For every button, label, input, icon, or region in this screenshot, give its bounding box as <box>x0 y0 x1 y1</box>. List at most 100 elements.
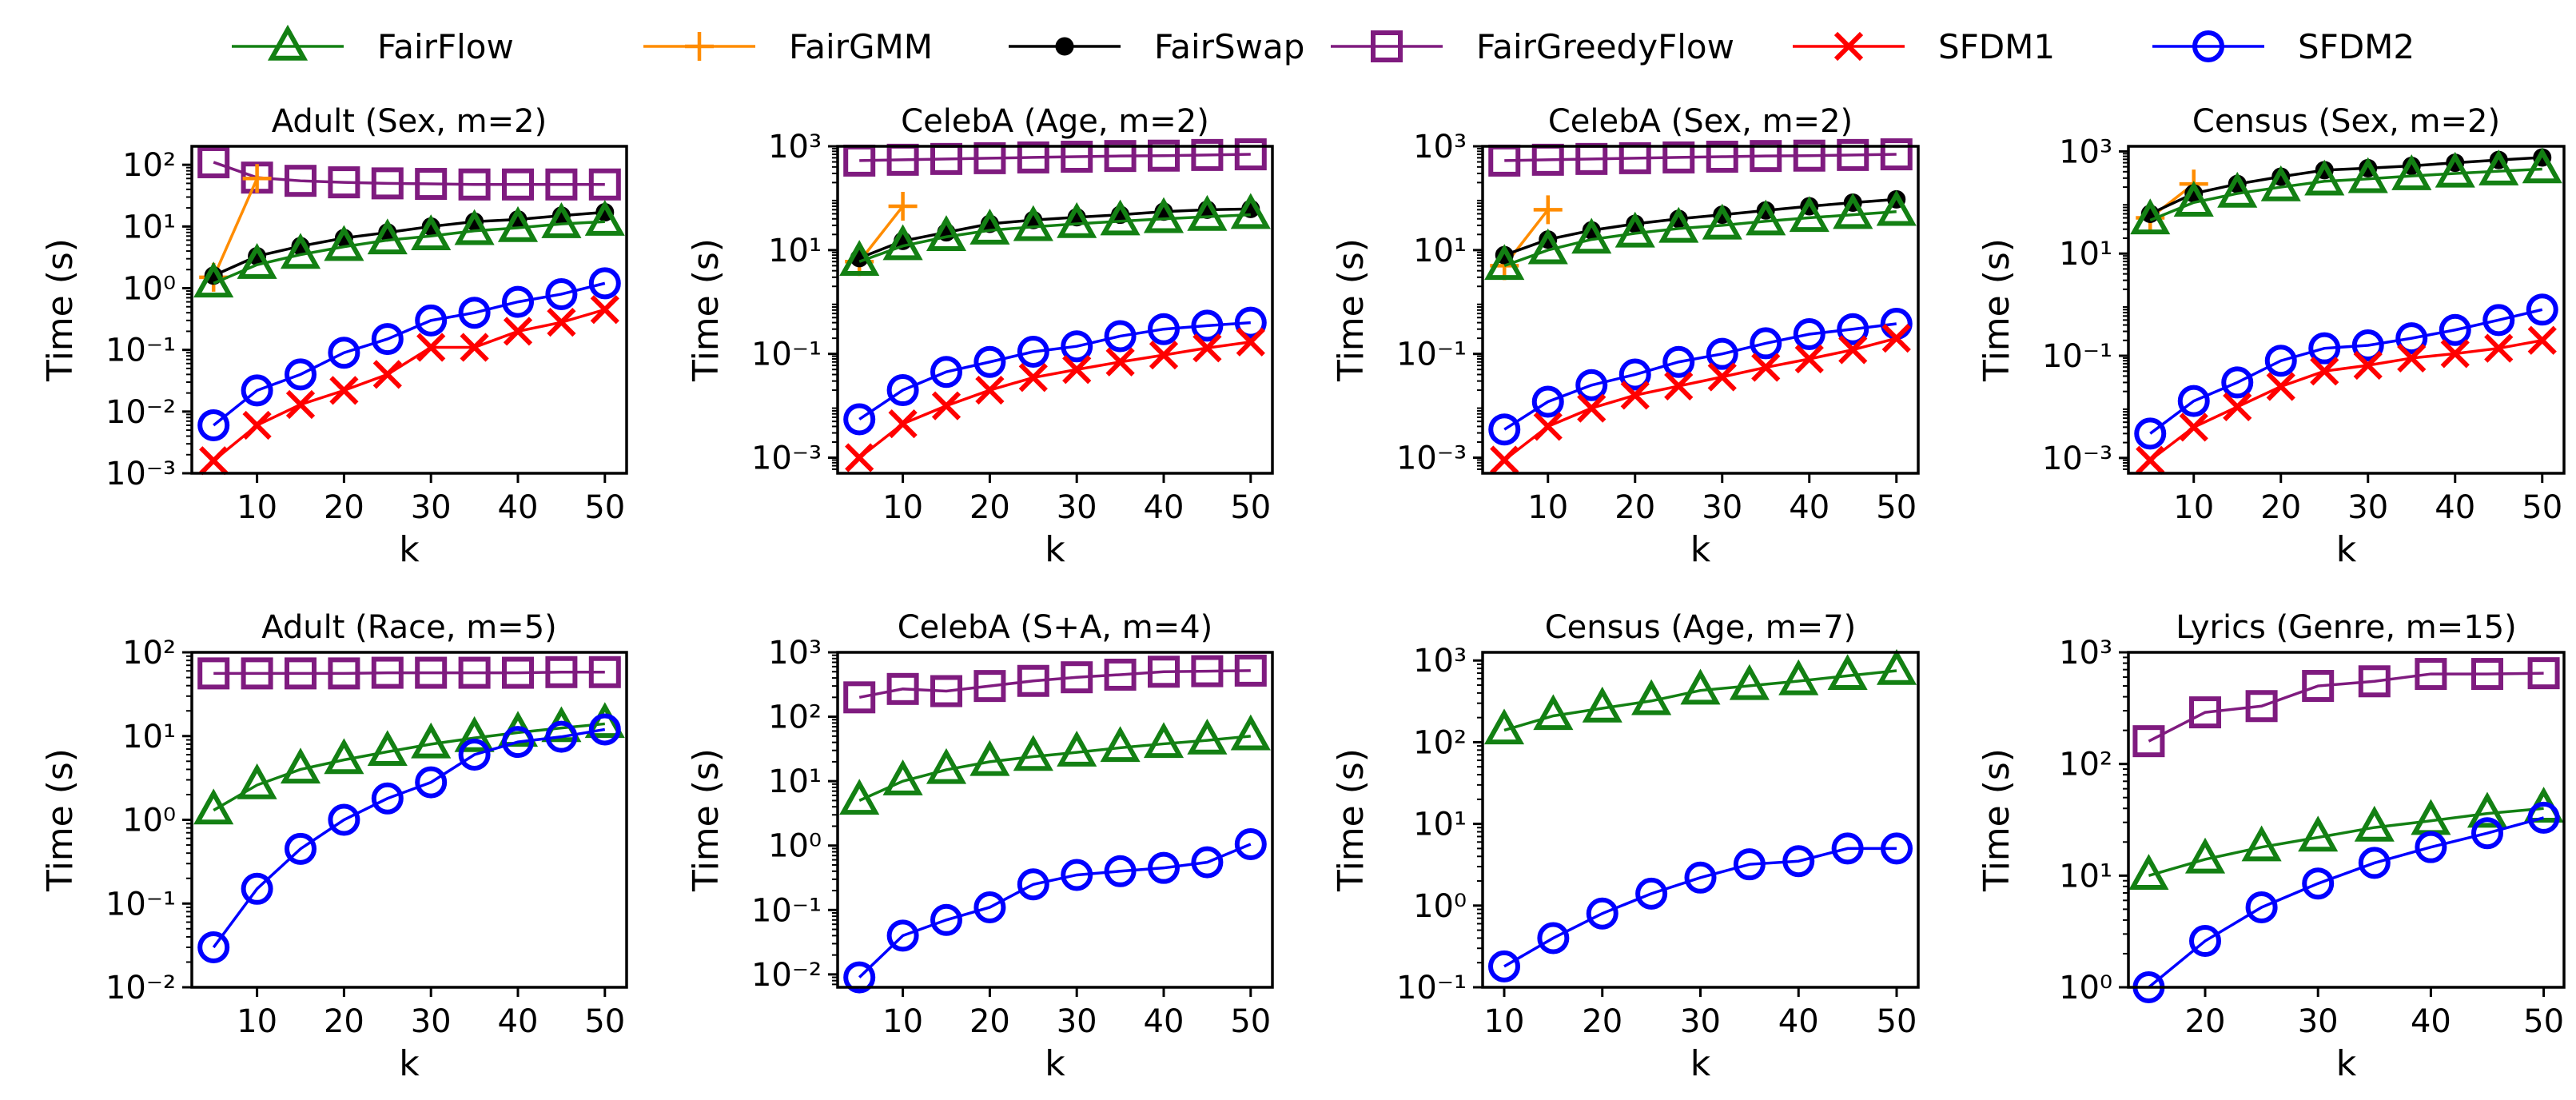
series-fairgreedyflow <box>197 145 621 201</box>
data-point-fairflow <box>280 747 321 784</box>
plot-area <box>1483 648 1917 982</box>
y-tick-label: 10¹ <box>768 763 822 800</box>
y-tick-label: 10² <box>2059 747 2112 783</box>
data-point-sfdm2 <box>2134 417 2167 450</box>
data-point-sfdm1 <box>2266 372 2295 401</box>
data-point-fairgreedyflow <box>285 165 317 197</box>
data-point-fairgmm <box>888 191 918 221</box>
data-point-fairgreedyflow <box>1061 141 1093 173</box>
data-point-fairflow <box>2217 171 2258 208</box>
data-point-sfdm2 <box>1706 337 1738 370</box>
chart-census-age-m-7: Census (Age, m=7) 10 20 30 40 50 k 10⁻¹ 10⁰ 10¹ 10… <box>1331 609 1920 1084</box>
data-point-fairgreedyflow <box>241 657 273 690</box>
legend: FairFlow FairGMM FairSwap FairGreedyFlow SFD… <box>232 24 2415 66</box>
data-point-sfdm2 <box>502 285 534 318</box>
series-sfdm1 <box>2136 325 2557 475</box>
data-point-sfdm1 <box>845 443 874 472</box>
x-tick-label: 20 <box>969 489 1010 526</box>
axes-frame <box>190 145 628 475</box>
data-point-sfdm1 <box>2527 325 2557 355</box>
chart-adult-sex-m-2: Adult (Sex, m=2) 10 20 30 40 50 k 10⁻³ 10⁻² 10⁻¹ 1… <box>40 103 628 570</box>
series-line <box>2149 167 2542 222</box>
legend-label: FairGMM <box>789 27 933 66</box>
data-point-sfdm2 <box>2351 329 2384 361</box>
y-tick-label: 10⁰ <box>122 803 176 839</box>
data-point-sfdm2 <box>1733 848 1766 881</box>
axes-frame <box>836 651 1274 989</box>
data-point-sfdm2 <box>371 323 404 356</box>
data-point-sfdm2 <box>197 409 230 441</box>
data-point-sfdm2 <box>1148 851 1180 884</box>
data-point-fairflow <box>1100 726 1141 763</box>
x-tick-label: 40 <box>498 1003 539 1040</box>
series-fairflow <box>839 193 1271 276</box>
series-sfdm1 <box>845 327 1265 472</box>
data-point-fairflow <box>1582 686 1622 723</box>
data-point-sfdm2 <box>886 374 919 407</box>
data-point-fairflow <box>2128 854 2169 891</box>
data-point-sfdm1 <box>1577 393 1607 423</box>
data-point-sfdm2 <box>1061 330 1093 363</box>
series-line <box>212 727 606 949</box>
data-point-sfdm1 <box>1018 363 1048 393</box>
data-point-fairflow <box>541 201 582 238</box>
data-point-fairgreedyflow <box>502 656 534 689</box>
data-point-fairgreedyflow <box>1191 655 1224 688</box>
data-point-sfdm1 <box>1149 341 1179 370</box>
series-line <box>1503 197 1897 257</box>
chart-title: Adult (Race, m=5) <box>261 609 557 646</box>
x-tick-label: 40 <box>1144 1003 1184 1040</box>
data-point-sfdm1 <box>1707 362 1737 392</box>
y-tick-label: 10³ <box>2059 635 2112 672</box>
data-point-sfdm2 <box>1234 306 1267 339</box>
data-point-sfdm1 <box>285 389 316 420</box>
data-point-fairgreedyflow <box>545 656 578 688</box>
data-point-sfdm1 <box>1490 445 1519 475</box>
series-fairflow <box>2130 147 2562 235</box>
data-point-sfdm2 <box>2482 304 2515 337</box>
series-line <box>858 213 1251 263</box>
data-point-sfdm2 <box>1104 320 1137 353</box>
data-point-sfdm1 <box>2397 343 2427 373</box>
x-tick-label: 40 <box>498 489 539 526</box>
data-point-fairflow <box>1100 199 1141 236</box>
data-point-fairgreedyflow <box>197 657 230 690</box>
series-fairflow <box>193 200 625 298</box>
data-point-fairgreedyflow <box>1793 139 1825 172</box>
data-point-fairflow <box>2467 791 2508 828</box>
x-tick-label: 40 <box>1144 489 1184 526</box>
x-tick-label: 30 <box>1680 1003 1721 1040</box>
legend-marker-sfdm1 <box>1833 31 1864 62</box>
y-tick-label: 10⁻³ <box>751 440 822 477</box>
data-point-sfdm2 <box>2177 385 2210 417</box>
data-point-fairgreedyflow <box>2132 725 2165 758</box>
data-point-fairgreedyflow <box>1148 656 1180 688</box>
data-point-fairflow <box>1778 659 1819 695</box>
axes-frame <box>1481 651 1920 989</box>
data-point-sfdm1 <box>2440 339 2470 369</box>
data-point-fairgreedyflow <box>2245 690 2278 723</box>
series-fairflow <box>2128 787 2564 891</box>
data-point-fairflow <box>1230 193 1271 229</box>
legend-label: FairGreedyFlow <box>1476 27 1734 66</box>
data-point-fairflow <box>497 205 539 242</box>
series-sfdm2 <box>843 828 1267 994</box>
x-tick-label: 20 <box>324 1003 364 1040</box>
axes-frame <box>190 651 628 989</box>
data-point-fairgreedyflow <box>328 657 360 690</box>
x-axis-label: k <box>2336 1043 2357 1084</box>
y-axis-label: Time (s) <box>40 238 81 382</box>
y-tick-label: 10¹ <box>1413 233 1467 269</box>
x-axis-label: k <box>1045 529 1065 570</box>
data-point-sfdm1 <box>1192 333 1222 363</box>
data-point-fairgreedyflow <box>1017 141 1049 173</box>
data-point-fairflow <box>1680 668 1721 705</box>
data-point-sfdm2 <box>1793 317 1825 350</box>
plot-area <box>193 656 625 964</box>
data-point-fairflow <box>882 759 923 795</box>
data-point-sfdm1 <box>1062 355 1092 385</box>
plot-area <box>839 138 1271 472</box>
data-point-fairgreedyflow <box>1191 138 1224 171</box>
x-tick-label: 30 <box>1702 489 1742 526</box>
